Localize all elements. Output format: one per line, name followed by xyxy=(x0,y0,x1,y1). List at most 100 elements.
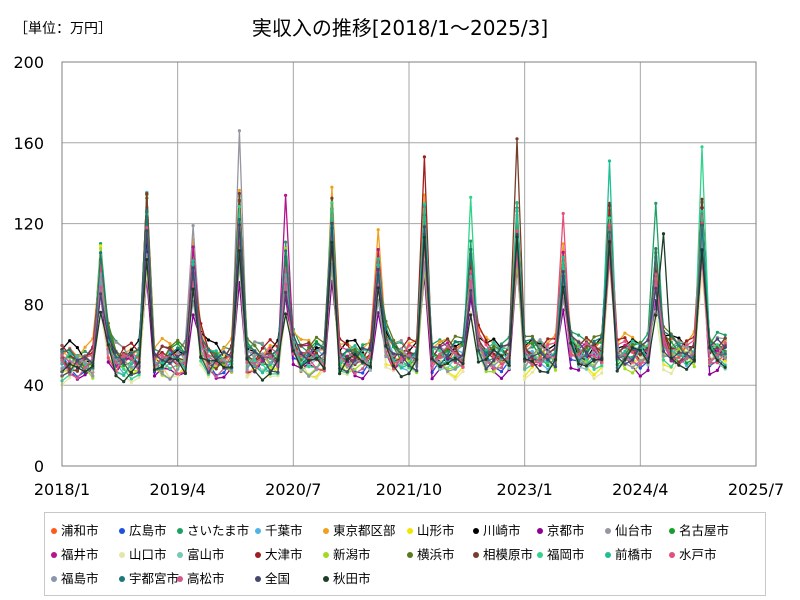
series-point xyxy=(692,365,696,369)
legend-item: 山形市 xyxy=(407,520,455,539)
series-point xyxy=(392,338,396,342)
series-point xyxy=(237,188,241,192)
series-point xyxy=(99,244,103,248)
legend-item: 福島市 xyxy=(51,568,99,587)
series-point xyxy=(715,346,720,350)
series-point xyxy=(199,356,203,360)
series-point xyxy=(523,359,527,363)
series-point xyxy=(615,369,619,373)
unit-label: ［単位：万円］ xyxy=(14,21,112,37)
series-point xyxy=(561,242,565,246)
series-point xyxy=(137,360,141,364)
series-point xyxy=(253,340,257,344)
series-point xyxy=(453,356,457,360)
series-point xyxy=(68,339,72,343)
series-point xyxy=(168,361,172,365)
series-point xyxy=(191,259,195,263)
series-point xyxy=(307,345,311,349)
legend-label: 福岡市 xyxy=(547,547,585,562)
series-point xyxy=(160,371,164,376)
legend: 浦和市 広島市 さいたま市 千葉市 東京都区部 山形市 川崎市 京都市 仙台市 名古屋市 福井市 山口… xyxy=(44,512,766,596)
series-point xyxy=(291,349,295,353)
legend-label: 新潟市 xyxy=(333,547,371,562)
series-point xyxy=(307,358,311,363)
series-point xyxy=(538,344,542,348)
legend-label: さいたま市 xyxy=(187,523,250,538)
series-point xyxy=(407,353,411,357)
series-point xyxy=(145,192,149,196)
series-point xyxy=(538,338,542,342)
chart-title: 実収入の推移[2018/1～2025/3] xyxy=(251,16,549,40)
series-point xyxy=(607,216,612,220)
legend-label: 高松市 xyxy=(187,571,225,586)
series-point xyxy=(83,345,87,349)
series-point xyxy=(461,362,465,366)
legend-label: 川崎市 xyxy=(483,523,521,538)
series-point xyxy=(723,345,727,349)
series-point xyxy=(584,364,589,368)
series-point xyxy=(307,353,311,357)
series-point xyxy=(122,361,126,365)
series-point xyxy=(268,354,272,358)
series-14 xyxy=(60,155,727,368)
series-point xyxy=(499,366,504,370)
series-point xyxy=(446,369,450,373)
series-point xyxy=(654,272,658,276)
series-point xyxy=(307,341,311,345)
legend-marker-icon xyxy=(537,551,543,558)
series-point xyxy=(392,342,396,347)
series-point xyxy=(638,348,642,352)
series-point xyxy=(253,364,257,368)
series-point xyxy=(314,356,319,360)
series-point xyxy=(631,358,635,362)
series-point xyxy=(330,185,334,189)
series-point xyxy=(631,350,635,354)
series-point xyxy=(438,349,442,353)
series-point xyxy=(484,370,488,374)
series-point xyxy=(314,340,319,344)
y-tick-label: 120 xyxy=(13,215,44,234)
legend-marker-icon xyxy=(119,527,125,534)
series-point xyxy=(638,374,642,378)
series-point xyxy=(191,313,195,317)
series-point xyxy=(214,375,218,379)
series-point xyxy=(407,364,411,368)
series-point xyxy=(260,356,265,360)
legend-marker-icon xyxy=(177,551,183,558)
series-point xyxy=(446,361,450,365)
series-point xyxy=(623,362,627,366)
series-point xyxy=(114,350,118,354)
series-point xyxy=(592,354,596,358)
series-point xyxy=(546,358,550,362)
series-point xyxy=(553,365,558,369)
series-point xyxy=(376,257,380,261)
series-point xyxy=(253,354,257,358)
series-point xyxy=(253,362,257,366)
series-point xyxy=(83,349,87,353)
series-point xyxy=(723,356,727,360)
series-point xyxy=(577,368,581,372)
series-point xyxy=(407,372,411,376)
series-point xyxy=(515,201,519,205)
series-point xyxy=(607,159,612,163)
legend-item: 全国 xyxy=(255,568,290,587)
series-point xyxy=(152,374,157,378)
series-point xyxy=(338,372,342,376)
series-point xyxy=(661,358,666,362)
series-point xyxy=(631,366,635,370)
series-point xyxy=(106,336,110,340)
series-point xyxy=(245,375,249,379)
series-point xyxy=(553,368,558,372)
series-point xyxy=(214,358,218,363)
series-point xyxy=(492,370,496,374)
legend-label: 富山市 xyxy=(187,547,225,562)
series-point xyxy=(631,342,635,346)
series-point xyxy=(546,363,550,368)
series-point xyxy=(715,343,720,347)
series-point xyxy=(685,345,689,349)
series-point xyxy=(685,339,689,343)
legend-marker-icon xyxy=(119,551,125,558)
series-point xyxy=(492,337,496,341)
series-point xyxy=(268,351,272,355)
